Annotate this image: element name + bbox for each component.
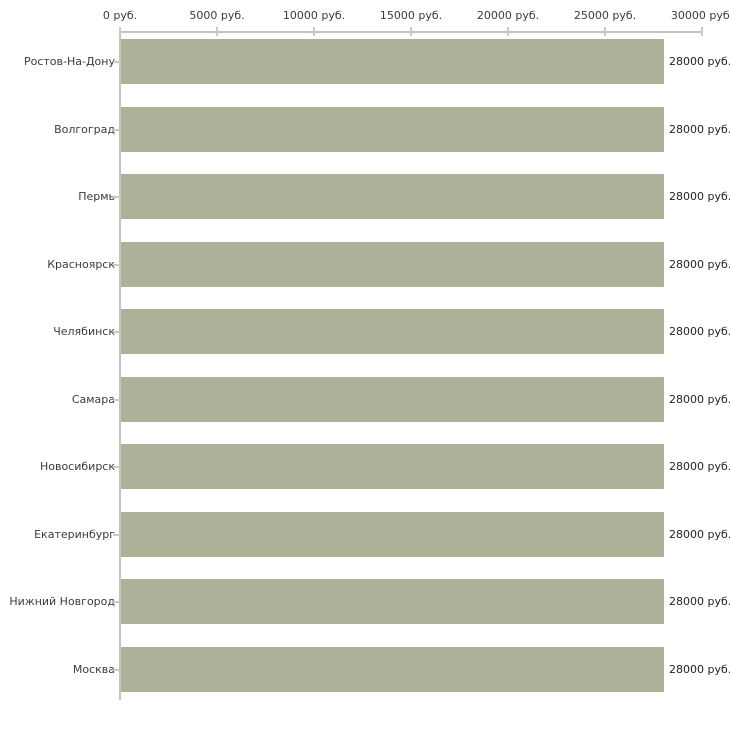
bar bbox=[121, 174, 664, 219]
value-label: 28000 руб. bbox=[669, 460, 730, 473]
category-label: Волгоград bbox=[54, 123, 115, 136]
value-label: 28000 руб. bbox=[669, 325, 730, 338]
x-tick-mark bbox=[216, 27, 218, 36]
value-label: 28000 руб. bbox=[669, 55, 730, 68]
category-label: Пермь bbox=[78, 190, 115, 203]
category-label: Челябинск bbox=[53, 325, 115, 338]
bar bbox=[121, 579, 664, 624]
category-label: Екатеринбург bbox=[34, 528, 115, 541]
x-tick-mark bbox=[701, 27, 703, 36]
category-label: Красноярск bbox=[47, 258, 115, 271]
value-label: 28000 руб. bbox=[669, 528, 730, 541]
x-axis-tick-label: 25000 руб. bbox=[573, 9, 637, 22]
y-tick-mark bbox=[113, 534, 120, 536]
value-label: 28000 руб. bbox=[669, 663, 730, 676]
bar bbox=[121, 444, 664, 489]
x-axis-tick-label: 5000 руб. bbox=[189, 9, 245, 22]
bar bbox=[121, 377, 664, 422]
x-axis-tick-label: 20000 руб. bbox=[476, 9, 540, 22]
y-tick-mark bbox=[113, 601, 120, 603]
value-label: 28000 руб. bbox=[669, 258, 730, 271]
category-label: Новосибирск bbox=[39, 460, 115, 473]
value-label: 28000 руб. bbox=[669, 190, 730, 203]
bar bbox=[121, 647, 664, 692]
x-axis-tick-label: 10000 руб. bbox=[282, 9, 346, 22]
x-axis-tick-label: 0 руб. bbox=[102, 9, 138, 22]
y-tick-mark bbox=[113, 129, 120, 131]
bar bbox=[121, 39, 664, 84]
bar bbox=[121, 309, 664, 354]
x-axis-tick-label: 30000 руб. bbox=[670, 9, 730, 22]
y-axis-line bbox=[119, 31, 121, 700]
x-axis-tick-label: 15000 руб. bbox=[379, 9, 443, 22]
value-label: 28000 руб. bbox=[669, 393, 730, 406]
y-tick-mark bbox=[113, 399, 120, 401]
category-label: Нижний Новгород bbox=[9, 595, 115, 608]
y-tick-mark bbox=[113, 331, 120, 333]
x-tick-mark bbox=[313, 27, 315, 36]
value-label: 28000 руб. bbox=[669, 595, 730, 608]
bar bbox=[121, 512, 664, 557]
x-tick-mark bbox=[604, 27, 606, 36]
y-tick-mark bbox=[113, 264, 120, 266]
y-tick-mark bbox=[113, 669, 120, 671]
category-label: Ростов-На-Дону bbox=[23, 55, 115, 68]
x-tick-mark bbox=[507, 27, 509, 36]
y-tick-mark bbox=[113, 61, 120, 63]
value-label: 28000 руб. bbox=[669, 123, 730, 136]
category-label: Самара bbox=[71, 393, 115, 406]
x-tick-mark bbox=[410, 27, 412, 36]
bar bbox=[121, 242, 664, 287]
y-tick-mark bbox=[113, 466, 120, 468]
category-label: Москва bbox=[72, 663, 115, 676]
bar bbox=[121, 107, 664, 152]
y-tick-mark bbox=[113, 196, 120, 198]
x-tick-mark bbox=[119, 27, 121, 36]
